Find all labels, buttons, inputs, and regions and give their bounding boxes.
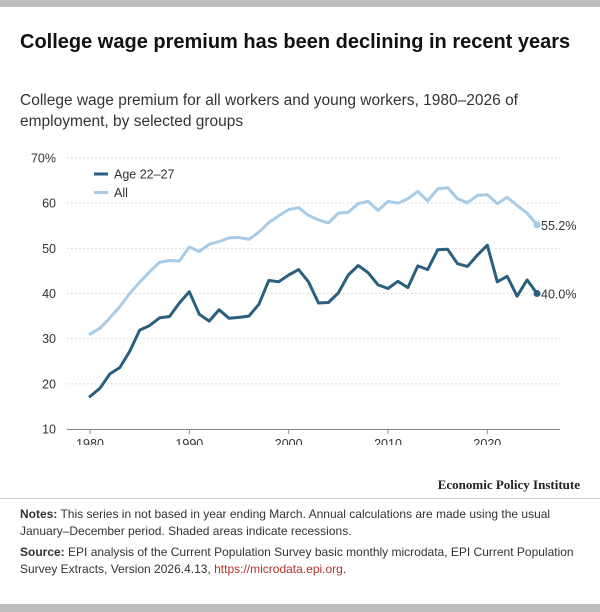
legend-label: All bbox=[114, 186, 128, 200]
y-tick-label: 70% bbox=[31, 152, 56, 166]
chart-title: College wage premium has been declining … bbox=[20, 31, 571, 53]
series-end-point bbox=[533, 290, 541, 297]
series-line-age-22-27 bbox=[88, 243, 539, 398]
line-chart: 10 20 30 40 50 60 70% 1980 1990 2000 2010 2020 55.2… bbox=[31, 152, 576, 446]
end-value-label: 40.0% bbox=[541, 288, 576, 302]
y-tick-label: 10 bbox=[42, 423, 56, 437]
notes: Notes: This series in not based in year … bbox=[20, 506, 585, 540]
x-tick-label: 2020 bbox=[473, 437, 501, 445]
legend-label: Age 22–27 bbox=[114, 168, 175, 182]
chart-subtitle: College wage premium for all workers and… bbox=[20, 92, 518, 130]
source-text: EPI analysis of the Current Population S… bbox=[20, 545, 574, 576]
notes-label: Notes: bbox=[20, 507, 58, 521]
source-end: . bbox=[342, 562, 347, 576]
brand-logo-text: Economic Policy Institute bbox=[437, 477, 580, 492]
source-link[interactable]: https://microdata.epi.org bbox=[214, 562, 343, 576]
bottom-bar bbox=[0, 604, 600, 612]
y-tick-label: 30 bbox=[42, 332, 56, 346]
y-tick-label: 50 bbox=[42, 242, 56, 256]
series-line-all bbox=[88, 186, 539, 336]
source: Source: EPI analysis of the Current Popu… bbox=[20, 544, 585, 578]
x-tick-label: 1990 bbox=[175, 437, 203, 445]
footer-divider bbox=[0, 498, 600, 499]
legend: Age 22–27 All bbox=[94, 168, 175, 200]
top-bar bbox=[0, 0, 600, 7]
x-tick-label: 2010 bbox=[374, 437, 402, 445]
y-tick-label: 60 bbox=[42, 197, 56, 211]
x-tick-label: 1980 bbox=[76, 437, 104, 445]
axis-layer: 10 20 30 40 50 60 70% 1980 1990 2000 2010 2020 bbox=[31, 152, 560, 445]
series-end-point bbox=[533, 221, 541, 229]
series-layer: 55.2% 40.0% bbox=[88, 186, 576, 398]
y-tick-label: 20 bbox=[42, 377, 56, 391]
source-label: Source: bbox=[20, 545, 65, 559]
y-tick-label: 40 bbox=[42, 287, 56, 301]
end-value-label: 55.2% bbox=[541, 219, 576, 233]
x-tick-label: 2000 bbox=[275, 437, 303, 445]
notes-text: This series in not based in year ending … bbox=[20, 507, 551, 538]
